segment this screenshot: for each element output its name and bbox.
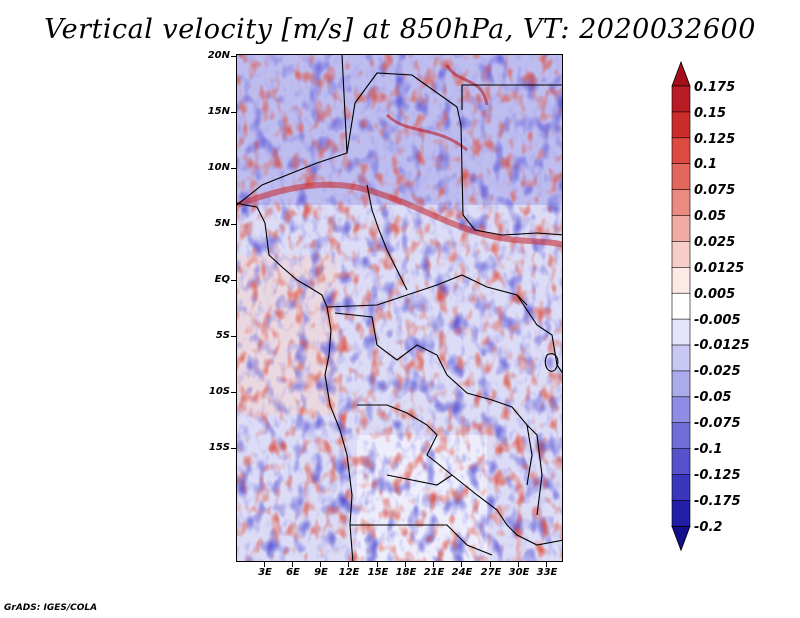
chad-border	[366, 184, 408, 291]
colorbar-label: -0.075	[694, 416, 741, 431]
y-axis-label: 5S	[215, 330, 230, 341]
colorbar-segment	[671, 370, 691, 398]
y-axis-tick	[231, 336, 236, 337]
y-axis-tick	[231, 224, 236, 225]
colorbar-segment	[671, 111, 691, 139]
colorbar	[671, 60, 691, 552]
north-border	[341, 55, 348, 154]
colorbar-segment	[671, 163, 691, 191]
x-axis-tick	[546, 562, 547, 567]
namibia-border	[350, 524, 493, 556]
coastlines-and-borders	[237, 55, 562, 561]
y-axis-tick	[231, 56, 236, 57]
colorbar-label: -0.125	[694, 468, 741, 483]
colorbar-label: -0.2	[694, 520, 723, 535]
colorbar-segment	[671, 137, 691, 165]
vertical-velocity-field	[237, 55, 562, 561]
y-axis-label: 5N	[214, 218, 230, 229]
colorbar-label: 0.125	[694, 132, 736, 147]
colorbar-label: 0.15	[694, 106, 727, 121]
map-title: Vertical velocity [m/s] at 850hPa, VT: 2…	[44, 14, 756, 45]
x-axis-tick	[461, 562, 462, 567]
y-axis-label: 15S	[208, 442, 230, 453]
y-axis-tick	[231, 168, 236, 169]
x-axis-tick	[264, 562, 265, 567]
x-axis-tick	[348, 562, 349, 567]
colorbar-segment	[671, 241, 691, 269]
y-axis-label: 10N	[207, 162, 230, 173]
lake-victoria	[544, 353, 559, 372]
x-axis-label: 3E	[258, 567, 272, 578]
colorbar-label: 0.05	[694, 209, 727, 224]
y-axis-label: EQ	[214, 274, 230, 285]
colorbar-top-arrow	[671, 60, 691, 87]
colorbar-segment	[671, 344, 691, 372]
x-axis-label: 18E	[395, 567, 417, 578]
colorbar-segment	[671, 318, 691, 346]
colorbar-label: -0.05	[694, 390, 732, 405]
y-axis-label: 15N	[207, 106, 230, 117]
zambia-border	[451, 474, 562, 546]
y-axis-label: 10S	[208, 386, 230, 397]
x-axis-tick	[518, 562, 519, 567]
x-axis-label: 9E	[314, 567, 328, 578]
angola-border	[386, 474, 453, 486]
y-axis-tick	[231, 392, 236, 393]
x-axis-tick	[405, 562, 406, 567]
drc-east-border	[446, 374, 533, 486]
colorbar-label: -0.175	[694, 494, 741, 509]
colorbar-segment	[671, 85, 691, 113]
x-axis-tick	[433, 562, 434, 567]
y-axis-tick	[231, 280, 236, 281]
colorbar-segment	[671, 215, 691, 243]
colorbar-label: -0.0125	[694, 338, 750, 353]
sahel-border	[237, 72, 562, 236]
x-axis-label: 24E	[451, 567, 473, 578]
colorbar-segment	[671, 396, 691, 424]
upward-streak	[385, 113, 468, 152]
drc-south-border	[357, 404, 453, 476]
map-plot-area	[236, 54, 563, 562]
y-axis-tick	[231, 448, 236, 449]
convergence-band	[237, 181, 562, 248]
colorbar-label: 0.005	[694, 287, 736, 302]
upward-streak	[445, 64, 489, 106]
x-axis-label: 33E	[536, 567, 558, 578]
x-axis-label: 6E	[286, 567, 300, 578]
colorbar-segment	[671, 500, 691, 528]
colorbar-segment	[671, 422, 691, 450]
colorbar-segment	[671, 292, 691, 320]
lake-tanganyika	[526, 424, 543, 516]
x-axis-tick	[320, 562, 321, 567]
footer-credit: GrADS: IGES/COLA	[4, 603, 98, 613]
colorbar-label: -0.1	[694, 442, 723, 457]
congo-border	[334, 312, 448, 376]
colorbar-segment	[671, 474, 691, 502]
y-axis-label: 20N	[207, 50, 230, 61]
x-axis-label: 12E	[338, 567, 360, 578]
field-texture-red	[237, 55, 562, 561]
colorbar-label: 0.1	[694, 157, 718, 172]
colorbar-label: -0.005	[694, 313, 741, 328]
x-axis-label: 27E	[480, 567, 502, 578]
x-axis-label: 21E	[423, 567, 445, 578]
x-axis-label: 15E	[367, 567, 389, 578]
colorbar-label: -0.025	[694, 364, 741, 379]
colorbar-segment	[671, 189, 691, 217]
colorbar-label: 0.025	[694, 235, 736, 250]
y-axis-tick	[231, 112, 236, 113]
libya-border	[461, 84, 562, 110]
colorbar-segment	[671, 267, 691, 295]
colorbar-label: 0.0125	[694, 261, 745, 276]
x-axis-tick	[292, 562, 293, 567]
colorbar-segment	[671, 448, 691, 476]
east-border	[516, 294, 562, 374]
car-border	[326, 274, 528, 308]
colorbar-bottom-arrow	[671, 525, 691, 552]
colorbar-label: 0.175	[694, 80, 736, 95]
x-axis-label: 30E	[508, 567, 530, 578]
colorbar-label: 0.075	[694, 183, 736, 198]
x-axis-tick	[377, 562, 378, 567]
x-axis-tick	[490, 562, 491, 567]
